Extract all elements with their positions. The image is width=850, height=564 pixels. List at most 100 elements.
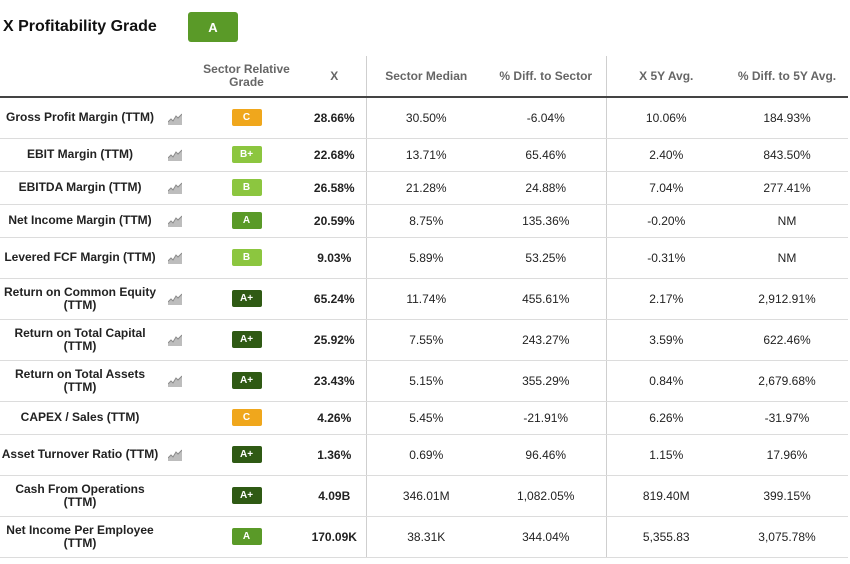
column-header-grade[interactable]: Sector Relative Grade (190, 56, 303, 98)
table-row: EBIT Margin (TTM) B+ 22.68% 13.71% 65.46% 2.4… (0, 138, 848, 172)
diff-5y-avg-value: 2,912.91% (726, 278, 848, 320)
diff-5y-avg-value: 622.46% (726, 319, 848, 361)
column-header-diff-sector[interactable]: % Diff. to Sector (486, 56, 607, 98)
x-5y-avg-value: -0.31% (606, 237, 726, 279)
sector-median-value: 38.31K (366, 516, 486, 558)
table-row: EBITDA Margin (TTM) B 26.58% 21.28% 24.88% 7.… (0, 171, 848, 205)
sector-median-value: 0.69% (366, 434, 486, 476)
column-header-x[interactable]: X (303, 56, 367, 98)
grade-badge: B (231, 249, 262, 266)
page-title: X Profitability Grade (3, 18, 157, 35)
metric-label[interactable]: Return on Total Assets (TTM) (0, 360, 160, 402)
grade-badge: A (231, 212, 262, 229)
column-header-diff-5y-avg[interactable]: % Diff. to 5Y Avg. (726, 56, 848, 98)
metric-label[interactable]: Return on Total Capital (TTM) (0, 319, 160, 361)
column-header-chart (160, 56, 190, 98)
x-value: 28.66% (303, 97, 367, 139)
grade-badge: B (231, 179, 262, 196)
chart-cell (160, 360, 190, 402)
sector-median-value: 8.75% (366, 204, 486, 238)
diff-5y-avg-value: NM (726, 237, 848, 279)
x-5y-avg-value: 819.40M (606, 475, 726, 517)
diff-sector-value: 65.46% (486, 138, 607, 172)
column-header-x-5y-avg[interactable]: X 5Y Avg. (606, 56, 726, 98)
column-header-sector-median[interactable]: Sector Median (366, 56, 486, 98)
sector-median-value: 11.74% (366, 278, 486, 320)
chart-cell (160, 97, 190, 139)
metric-label[interactable]: Cash From Operations (TTM) (0, 475, 160, 517)
table-row: Gross Profit Margin (TTM) C 28.66% 30.50% -6… (0, 97, 848, 139)
chart-cell (160, 171, 190, 205)
area-chart-icon[interactable] (168, 449, 182, 462)
grade-cell: A+ (190, 360, 303, 402)
area-chart-icon[interactable] (168, 375, 182, 388)
metric-label[interactable]: Levered FCF Margin (TTM) (0, 237, 160, 279)
x-value: 170.09K (303, 516, 367, 558)
area-chart-icon[interactable] (168, 182, 182, 195)
chart-cell (160, 401, 190, 435)
x-5y-avg-value: 0.84% (606, 360, 726, 402)
diff-sector-value: -21.91% (486, 401, 607, 435)
metric-label[interactable]: Gross Profit Margin (TTM) (0, 97, 160, 139)
x-value: 22.68% (303, 138, 367, 172)
x-value: 65.24% (303, 278, 367, 320)
table-row: Return on Common Equity (TTM) A+ 65.24% 11.… (0, 278, 848, 320)
metric-label[interactable]: Return on Common Equity (TTM) (0, 278, 160, 320)
table-header-row: Sector Relative Grade X Sector Median % … (0, 56, 848, 98)
metric-label[interactable]: EBITDA Margin (TTM) (0, 171, 160, 205)
x-value: 25.92% (303, 319, 367, 361)
x-5y-avg-value: 6.26% (606, 401, 726, 435)
area-chart-icon[interactable] (168, 293, 182, 306)
chart-cell (160, 237, 190, 279)
chart-cell (160, 319, 190, 361)
diff-sector-value: 355.29% (486, 360, 607, 402)
diff-sector-value: 96.46% (486, 434, 607, 476)
x-value: 1.36% (303, 434, 367, 476)
grade-badge: B+ (231, 146, 262, 163)
grade-cell: A+ (190, 475, 303, 517)
diff-sector-value: 135.36% (486, 204, 607, 238)
diff-5y-avg-value: 3,075.78% (726, 516, 848, 558)
x-value: 20.59% (303, 204, 367, 238)
metric-label[interactable]: Net Income Per Employee (TTM) (0, 516, 160, 558)
table-row: Asset Turnover Ratio (TTM) A+ 1.36% 0.69% 96… (0, 434, 848, 476)
area-chart-icon[interactable] (168, 334, 182, 347)
grade-badge: A+ (231, 446, 262, 463)
table-row: Net Income Margin (TTM) A 20.59% 8.75% 135.3… (0, 204, 848, 238)
grade-cell: A (190, 204, 303, 238)
chart-cell (160, 204, 190, 238)
grade-badge: A (231, 528, 262, 545)
area-chart-icon[interactable] (168, 149, 182, 162)
x-value: 9.03% (303, 237, 367, 279)
diff-5y-avg-value: 184.93% (726, 97, 848, 139)
grade-badge: A+ (231, 372, 262, 389)
chart-cell (160, 138, 190, 172)
grade-badge: C (231, 409, 262, 426)
table-row: Return on Total Capital (TTM) A+ 25.92% 7.5… (0, 319, 848, 361)
sector-median-value: 30.50% (366, 97, 486, 139)
grade-cell: A+ (190, 278, 303, 320)
metric-label[interactable]: Asset Turnover Ratio (TTM) (0, 434, 160, 476)
grade-badge: A+ (231, 331, 262, 348)
area-chart-icon[interactable] (168, 252, 182, 265)
grade-cell: A (190, 516, 303, 558)
diff-sector-value: 1,082.05% (486, 475, 607, 517)
grade-badge: A+ (231, 290, 262, 307)
x-5y-avg-value: 2.17% (606, 278, 726, 320)
table-row: Cash From Operations (TTM) A+ 4.09B 346.01M… (0, 475, 848, 517)
chart-cell (160, 434, 190, 476)
sector-median-value: 5.89% (366, 237, 486, 279)
metric-label[interactable]: Net Income Margin (TTM) (0, 204, 160, 238)
area-chart-icon[interactable] (168, 215, 182, 228)
page-header: X Profitability Grade (3, 11, 157, 43)
sector-median-value: 7.55% (366, 319, 486, 361)
metric-label[interactable]: CAPEX / Sales (TTM) (0, 401, 160, 435)
metric-label[interactable]: EBIT Margin (TTM) (0, 138, 160, 172)
x-5y-avg-value: 1.15% (606, 434, 726, 476)
area-chart-icon[interactable] (168, 113, 182, 125)
overall-grade-badge: A (188, 12, 238, 42)
x-5y-avg-value: 3.59% (606, 319, 726, 361)
table-body: Gross Profit Margin (TTM) C 28.66% 30.50% -6… (0, 97, 848, 558)
sector-median-value: 21.28% (366, 171, 486, 205)
table-row: CAPEX / Sales (TTM) C 4.26% 5.45% -21.91% 6.2… (0, 401, 848, 435)
